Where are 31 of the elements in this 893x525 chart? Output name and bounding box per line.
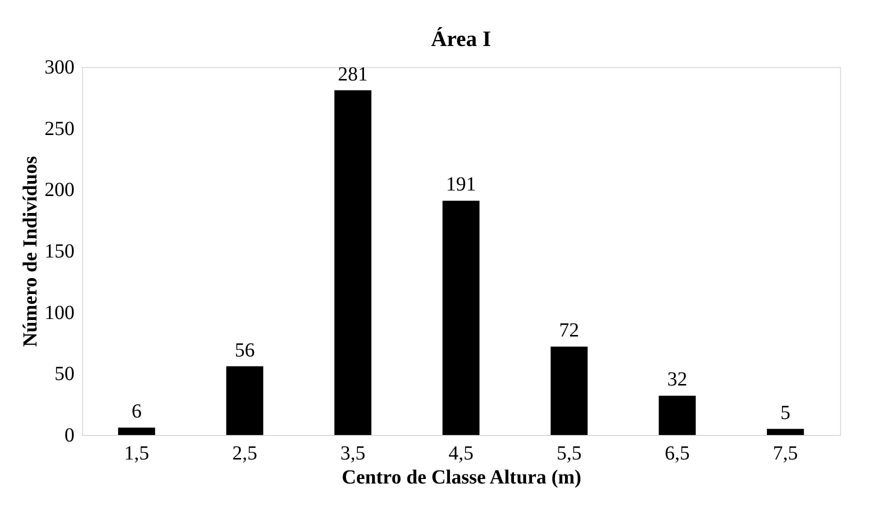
y-tick-label: 50	[54, 363, 74, 386]
bar	[766, 428, 804, 435]
y-tick-label: 100	[44, 302, 74, 324]
chart-title: Área I	[430, 26, 492, 51]
bar	[334, 90, 372, 435]
data-label: 191	[446, 174, 476, 196]
data-label: 56	[234, 339, 255, 362]
bar	[658, 396, 696, 435]
y-axis-title: Número de Indivíduos	[20, 156, 42, 347]
x-tick-label: 5,5	[556, 442, 582, 464]
y-tick-label: 250	[44, 118, 74, 140]
x-tick-label: 1,5	[124, 442, 150, 464]
x-tick-label: 6,5	[664, 442, 690, 464]
y-tick-label: 150	[44, 240, 74, 262]
x-tick-label: 4,5	[448, 442, 474, 464]
bar	[226, 366, 264, 435]
x-tick-label: 7,5	[772, 442, 798, 464]
x-tick-label: 3,5	[340, 442, 366, 464]
bar	[118, 428, 156, 435]
bar	[442, 200, 480, 435]
x-axis-title: Centro de Classe Altura (m)	[342, 466, 582, 488]
data-label: 32	[667, 368, 688, 391]
bar	[550, 346, 588, 435]
y-tick-label: 200	[44, 179, 74, 202]
y-tick-label: 0	[64, 424, 74, 446]
data-label: 6	[132, 400, 142, 423]
data-label: 72	[559, 320, 580, 342]
data-label: 5	[780, 402, 790, 424]
y-tick-label: 300	[44, 56, 74, 78]
data-label: 281	[338, 63, 368, 86]
x-tick-label: 2,5	[232, 442, 258, 464]
